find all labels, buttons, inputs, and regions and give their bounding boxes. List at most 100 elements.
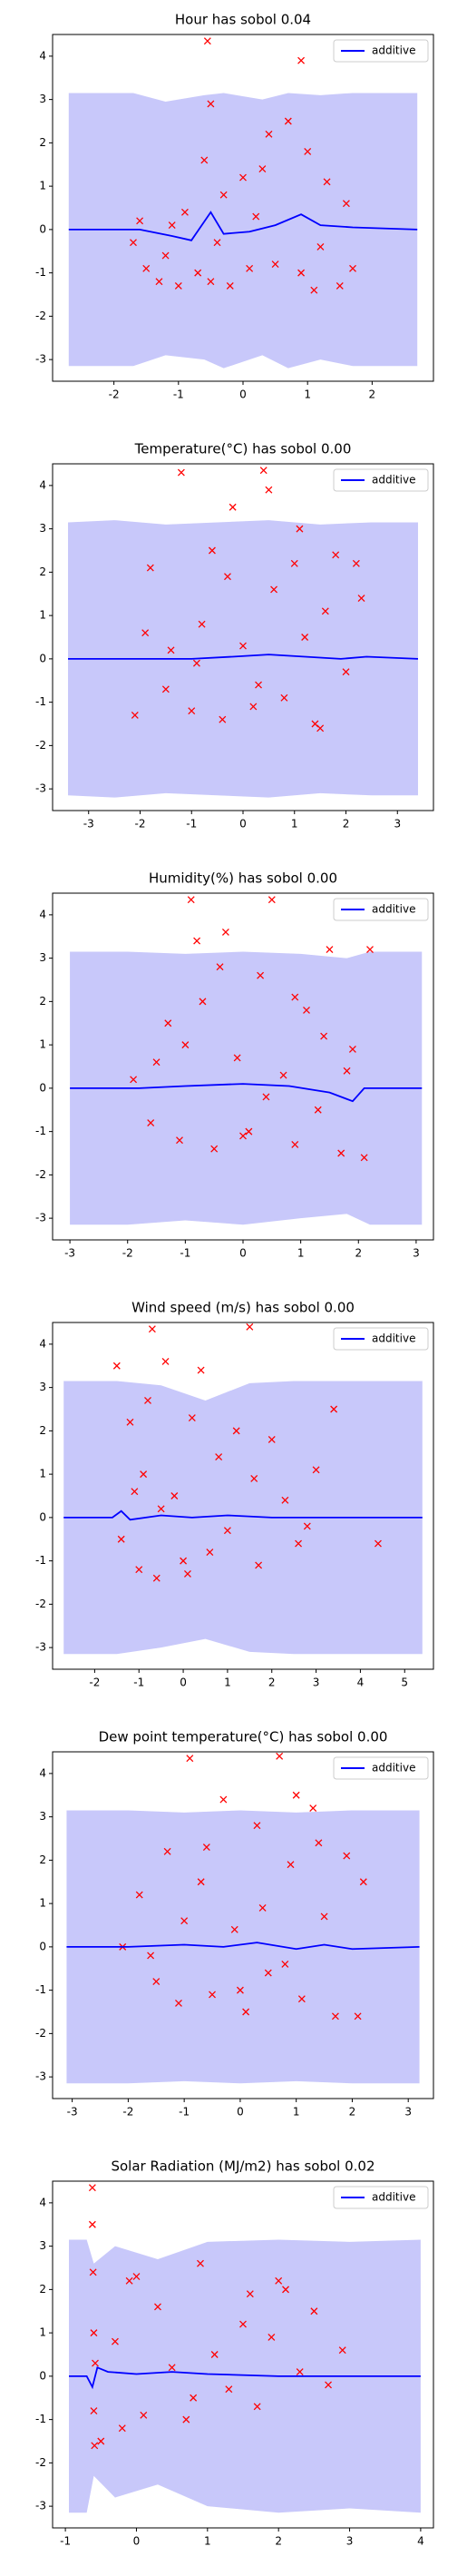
axes-frame bbox=[52, 1751, 434, 2099]
data-point bbox=[197, 2259, 204, 2267]
subplot: Hour has sobol 0.04 -3 -2 -1 0 1 2 3 4 -2 -1 0 1 2 add… bbox=[35, 12, 434, 401]
data-point bbox=[131, 711, 139, 719]
data-point bbox=[144, 1396, 151, 1404]
data-point bbox=[91, 2442, 99, 2450]
data-point bbox=[209, 1991, 216, 1999]
data-point bbox=[194, 269, 202, 277]
data-point bbox=[207, 100, 215, 108]
y-tick-label: 1 bbox=[39, 609, 46, 622]
data-point bbox=[342, 200, 350, 208]
chart-title: Dew point temperature(°C) has sobol 0.00 bbox=[99, 1729, 388, 1745]
y-tick-label: -1 bbox=[35, 1554, 46, 1567]
data-point bbox=[163, 1847, 171, 1855]
data-point bbox=[126, 1418, 134, 1426]
data-point bbox=[112, 1362, 121, 1370]
axes-frame bbox=[52, 2180, 434, 2529]
data-point bbox=[246, 1322, 254, 1331]
data-point bbox=[331, 2012, 339, 2020]
subplot: Humidity(%) has sobol 0.00 -3 -2 -1 0 1 2 3 4 -3 -… bbox=[35, 870, 434, 1260]
data-point bbox=[216, 963, 224, 971]
x-tick-label: 4 bbox=[357, 1676, 365, 1689]
data-point bbox=[258, 165, 267, 172]
data-point bbox=[326, 946, 334, 954]
legend-label: additive bbox=[372, 1762, 415, 1775]
chart-title: Hour has sobol 0.04 bbox=[175, 12, 311, 28]
y-tick-label: 3 bbox=[39, 93, 46, 105]
data-point bbox=[374, 1539, 382, 1548]
x-tick-label: -1 bbox=[60, 2535, 71, 2548]
data-point bbox=[279, 1071, 287, 1079]
data-point bbox=[303, 1522, 311, 1530]
y-tick-label: 2 bbox=[39, 1853, 46, 1866]
data-point bbox=[271, 261, 279, 269]
data-point bbox=[187, 896, 195, 904]
x-tick-label: -2 bbox=[135, 818, 146, 831]
data-point bbox=[219, 191, 228, 199]
data-point bbox=[338, 2346, 346, 2355]
chart-title: Solar Radiation (MJ/m2) has sobol 0.02 bbox=[111, 2158, 375, 2175]
y-tick-label: -3 bbox=[35, 782, 46, 795]
confidence-band bbox=[66, 1810, 420, 2084]
data-point bbox=[203, 37, 211, 45]
data-point bbox=[268, 1435, 276, 1443]
data-point bbox=[118, 2424, 126, 2433]
data-point bbox=[242, 2008, 250, 2016]
data-point bbox=[193, 937, 201, 945]
x-tick-label: -1 bbox=[180, 1247, 190, 1260]
series-line bbox=[70, 1083, 423, 1103]
data-point bbox=[270, 585, 278, 594]
legend-label: additive bbox=[372, 44, 415, 57]
data-point bbox=[117, 1535, 125, 1543]
data-point bbox=[182, 2415, 190, 2424]
data-point bbox=[199, 998, 207, 1006]
data-point bbox=[253, 1822, 261, 1830]
data-point bbox=[90, 2407, 98, 2415]
data-point bbox=[188, 1414, 196, 1422]
series-line bbox=[63, 1509, 423, 1521]
data-point bbox=[213, 239, 221, 247]
data-point bbox=[323, 178, 331, 186]
y-tick-label: 2 bbox=[39, 565, 46, 578]
data-point bbox=[314, 1106, 322, 1114]
data-point bbox=[325, 2381, 332, 2389]
data-point bbox=[301, 634, 309, 641]
data-point bbox=[342, 668, 350, 676]
data-point bbox=[246, 264, 254, 272]
data-point bbox=[262, 1093, 270, 1101]
y-tick-label: -2 bbox=[35, 739, 46, 752]
data-point bbox=[88, 2220, 96, 2228]
data-point bbox=[292, 1791, 300, 1799]
data-point bbox=[157, 1505, 165, 1513]
y-tick-label: 1 bbox=[39, 2326, 46, 2339]
data-point bbox=[349, 264, 356, 272]
data-point bbox=[246, 2290, 254, 2298]
x-tick-label: -1 bbox=[186, 818, 197, 831]
x-tick-label: 3 bbox=[394, 818, 401, 831]
x-tick-label: 0 bbox=[133, 2535, 141, 2548]
data-point bbox=[135, 1566, 143, 1574]
x-tick-label: 3 bbox=[313, 1676, 320, 1689]
x-tick-label: -2 bbox=[109, 388, 120, 401]
data-point bbox=[161, 685, 170, 693]
y-tick-label: 0 bbox=[39, 2369, 46, 2382]
y-tick-label: 2 bbox=[39, 136, 46, 149]
subplot: Dew point temperature(°C) has sobol 0.00… bbox=[35, 1729, 434, 2119]
data-point bbox=[290, 559, 298, 567]
data-point bbox=[190, 2394, 198, 2402]
x-tick-label: 5 bbox=[401, 1676, 408, 1689]
data-point bbox=[316, 243, 325, 251]
data-point bbox=[177, 468, 185, 477]
data-point bbox=[239, 1132, 247, 1140]
data-point bbox=[297, 1995, 306, 2003]
y-tick-label: 3 bbox=[39, 1810, 46, 1823]
data-point bbox=[230, 1925, 238, 1933]
data-point bbox=[330, 1405, 338, 1413]
legend-box bbox=[333, 468, 429, 492]
y-tick-label: 4 bbox=[39, 908, 46, 920]
legend-label: additive bbox=[372, 903, 415, 916]
data-point bbox=[207, 278, 215, 286]
data-point bbox=[354, 2012, 362, 2020]
chart-title: Humidity(%) has sobol 0.00 bbox=[149, 870, 337, 887]
data-point bbox=[255, 681, 262, 689]
